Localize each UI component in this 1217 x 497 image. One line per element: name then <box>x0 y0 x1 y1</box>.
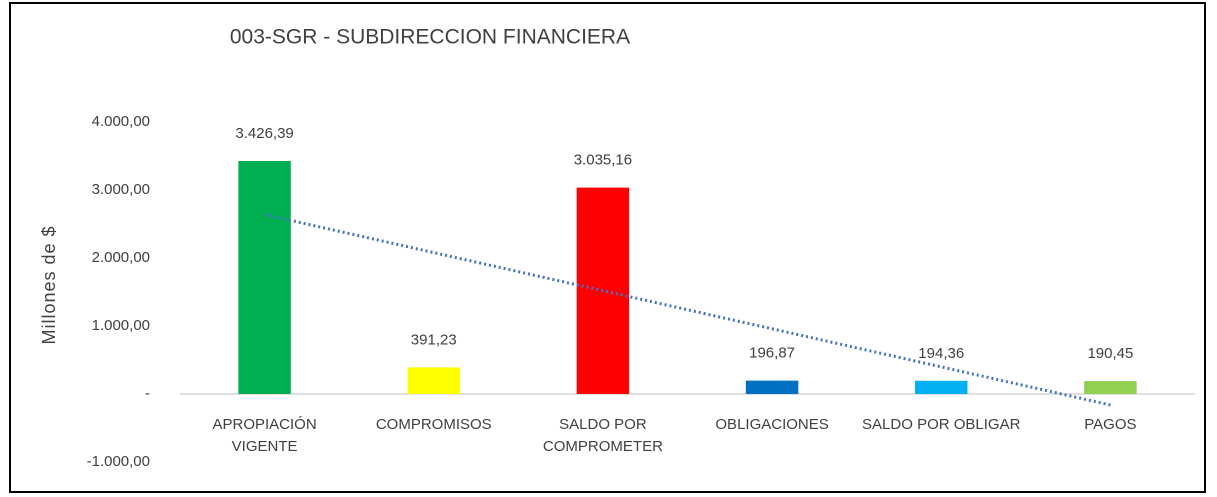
bar <box>1084 381 1137 394</box>
y-tick-label: 2.000,00 <box>92 249 150 266</box>
data-label: 190,45 <box>1087 345 1133 362</box>
y-tick-label: 4.000,00 <box>92 113 150 130</box>
x-tick-label: OBLIGACIONES <box>715 416 828 433</box>
data-label: 196,87 <box>749 345 795 362</box>
data-label: 194,36 <box>918 345 964 362</box>
x-tick-label: APROPIACIÓN VIGENTE <box>212 416 316 455</box>
data-label: 391,23 <box>411 331 457 348</box>
x-tick-label: PAGOS <box>1084 416 1136 433</box>
bar <box>238 161 291 394</box>
x-tick-label: SALDO POR OBLIGAR <box>862 416 1021 433</box>
y-tick-label: 3.000,00 <box>92 181 150 198</box>
bar <box>915 380 968 394</box>
chart-title: 003-SGR - SUBDIRECCION FINANCIERA <box>230 26 630 49</box>
x-tick-label: COMPROMISOS <box>376 416 492 433</box>
data-label: 3.426,39 <box>235 125 293 142</box>
y-tick-label: -1.000,00 <box>87 453 150 470</box>
y-axis-label: Millones de $ <box>39 225 59 344</box>
y-tick-label: 1.000,00 <box>92 317 150 334</box>
bar <box>407 367 460 394</box>
y-tick-label: - <box>145 385 150 402</box>
bar <box>745 380 799 394</box>
data-label: 3.035,16 <box>574 152 632 169</box>
x-tick-label: SALDO POR COMPROMETER <box>543 416 663 455</box>
